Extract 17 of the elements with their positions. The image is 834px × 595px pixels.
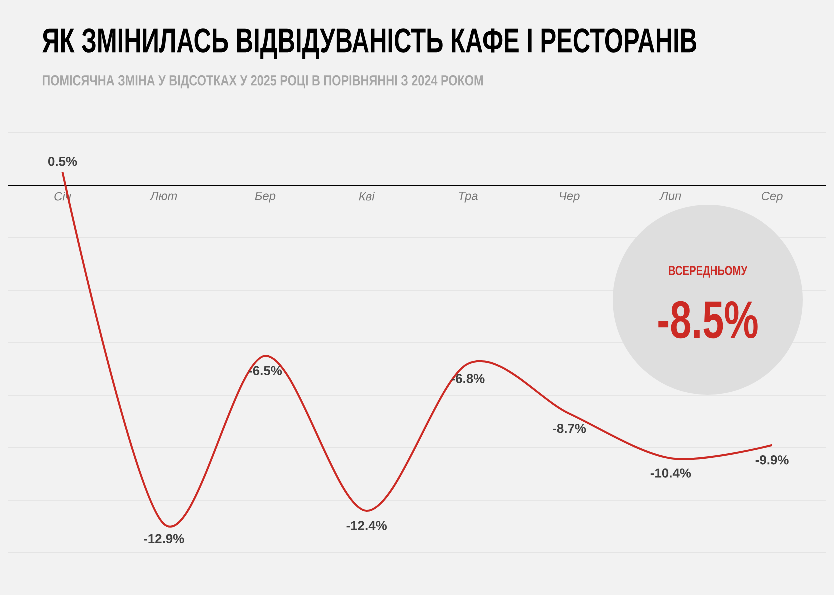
chart-subtitle: ПОМІСЯЧНА ЗМІНА У ВІДСОТКАХ У 2025 РОЦІ В ПОРІВНЯННІ З 2024 РОКОМ bbox=[42, 75, 484, 89]
data-label: -12.9% bbox=[144, 534, 184, 544]
x-tick-label: Сер bbox=[762, 192, 783, 203]
data-label: -10.4% bbox=[650, 468, 692, 478]
x-tick-label: Бер bbox=[255, 192, 276, 203]
annotation: ВСЕРЕДНЬОМУ bbox=[669, 266, 748, 278]
data-label: 0.5% bbox=[48, 156, 78, 166]
data-label: -8.7% bbox=[553, 424, 586, 434]
data-label: -9.9% bbox=[756, 456, 789, 465]
x-tick-label: Чер bbox=[560, 192, 580, 203]
x-tick-label: Лют bbox=[150, 192, 178, 200]
x-tick-label: Лип bbox=[660, 192, 682, 200]
annotation: -8.5% bbox=[658, 301, 758, 339]
x-tick-label: Кві bbox=[359, 192, 376, 201]
x-tick-label: Тра bbox=[459, 192, 478, 203]
chart-title: ЯК ЗМІНИЛАСЬ ВІДВІДУВАНІСТЬ КАФЕ І РЕСТОРАНІВ bbox=[42, 28, 696, 60]
data-label: -12.4% bbox=[346, 521, 387, 530]
